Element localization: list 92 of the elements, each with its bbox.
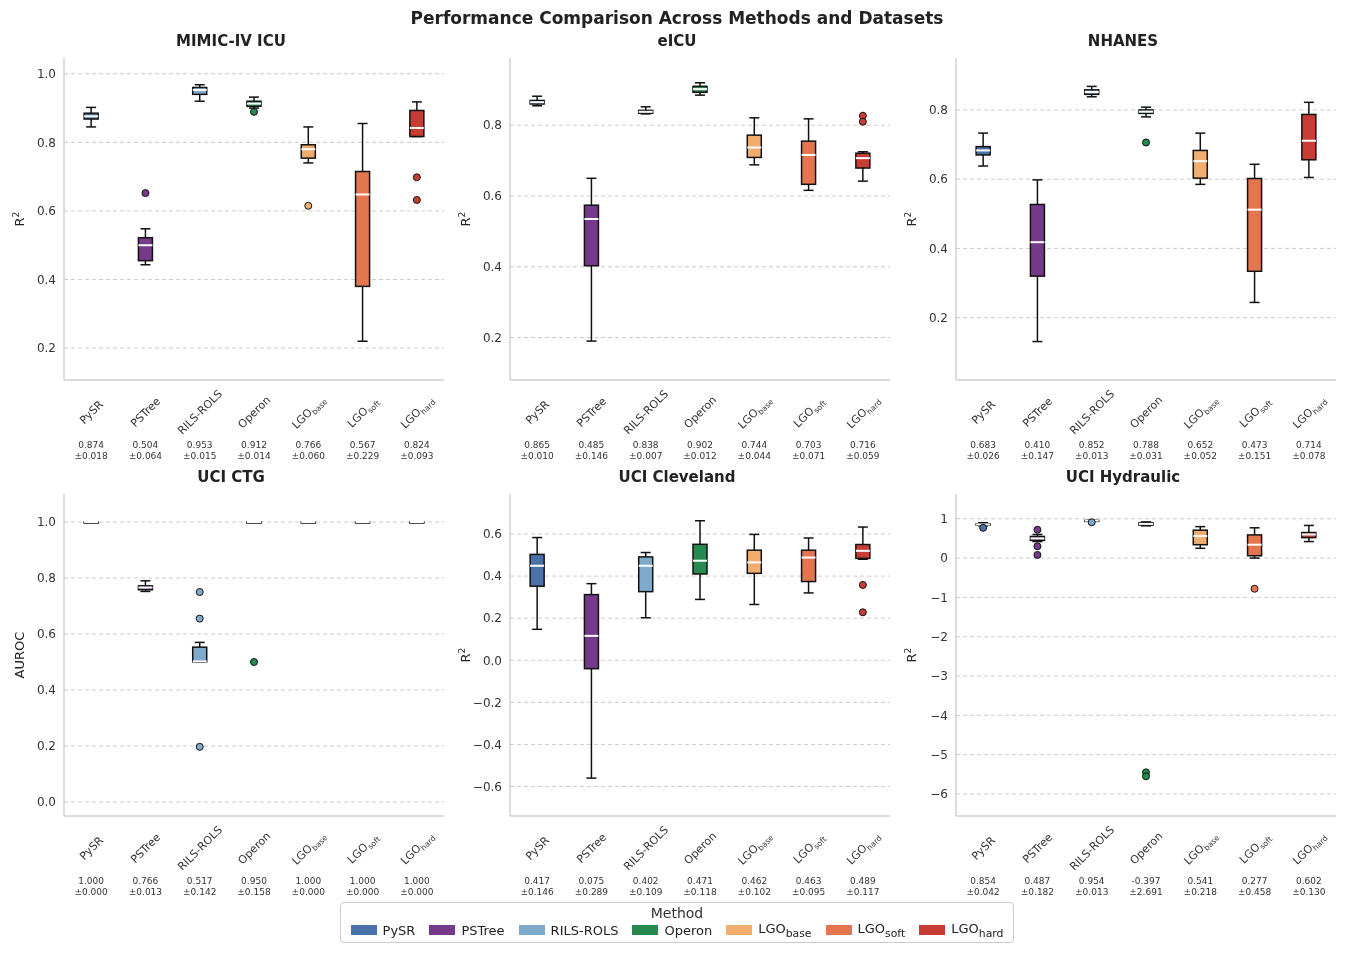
y-tick-label: 1.0 xyxy=(36,515,56,530)
legend-label: LGO$_{base}$ xyxy=(758,921,812,940)
y-tick-label: −2 xyxy=(930,629,948,644)
text: 0.489 ±0.117 xyxy=(846,876,880,897)
y-tick-label: −0.2 xyxy=(472,695,502,710)
legend-label: LGO$_{soft}$ xyxy=(857,921,906,940)
text: 0.744 ±0.044 xyxy=(737,440,771,461)
y-tick-label: 0.0 xyxy=(36,795,56,810)
text: 0.541 ±0.218 xyxy=(1183,876,1217,897)
text: 0.402 ±0.109 xyxy=(629,876,663,897)
y-tick-label: 0.2 xyxy=(482,330,502,345)
y-tick-label: 0.4 xyxy=(482,569,502,584)
y-tick-label: 0.6 xyxy=(482,527,502,542)
y-tick-label: 0.8 xyxy=(36,135,56,150)
text: 0.954 ±0.013 xyxy=(1075,876,1109,897)
text: 0.950 ±0.158 xyxy=(237,876,271,897)
text: 0.766 ±0.013 xyxy=(128,876,163,897)
y-tick-label: 0.8 xyxy=(36,571,56,586)
text: 0.852 ±0.013 xyxy=(1075,440,1109,461)
text: 0.462 ±0.102 xyxy=(737,876,771,897)
y-axis-title: AUROC xyxy=(12,631,27,679)
y-tick-label: 0.0 xyxy=(482,653,502,668)
text: 1.000 ±0.000 xyxy=(345,876,380,897)
text: 0.075 ±0.289 xyxy=(574,876,609,897)
text: 0.953 ±0.015 xyxy=(183,440,217,461)
legend-label: PSTree xyxy=(461,922,505,938)
chart-title: UCI Cleveland xyxy=(618,468,736,486)
text: 0.463 ±0.095 xyxy=(791,876,826,897)
y-tick-label: 0.2 xyxy=(36,739,56,754)
y-tick-label: −0.6 xyxy=(472,779,502,794)
legend-label: Operon xyxy=(664,922,713,938)
text: 0.838 ±0.007 xyxy=(629,440,663,461)
legend-label: PySR xyxy=(382,922,416,938)
y-tick-label: 0.8 xyxy=(482,118,502,133)
text: 0.824 ±0.093 xyxy=(400,440,434,461)
text: 0.473 ±0.151 xyxy=(1237,440,1272,461)
chart-title: MIMIC-IV ICU xyxy=(176,32,286,50)
text: 1.000 ±0.000 xyxy=(291,876,325,897)
y-tick-label: 0.6 xyxy=(36,627,56,642)
text: 0.683 ±0.026 xyxy=(966,440,1000,461)
text: 1.000 ±0.000 xyxy=(74,876,108,897)
y-tick-label: 0.4 xyxy=(928,241,948,256)
y-tick-label: −1 xyxy=(930,590,948,605)
y-tick-label: −4 xyxy=(930,708,948,723)
text: 0.766 ±0.060 xyxy=(291,440,325,461)
legend-label: RILS-ROLS xyxy=(550,922,619,938)
chart-title: UCI CTG xyxy=(197,468,265,486)
text: 0.912 ±0.014 xyxy=(237,440,271,461)
text: 0.874 ±0.018 xyxy=(74,440,108,461)
y-tick-label: 1 xyxy=(940,512,948,527)
text: 0.517 ±0.142 xyxy=(183,876,217,897)
text: 0.410 ±0.147 xyxy=(1020,440,1055,461)
y-tick-label: −0.4 xyxy=(472,737,502,752)
y-tick-label: −6 xyxy=(930,787,948,802)
text: 0.471 ±0.118 xyxy=(683,876,717,897)
y-tick-label: 0.6 xyxy=(928,172,948,187)
text: -0.397 ±2.691 xyxy=(1129,876,1163,897)
text: 0.485 ±0.146 xyxy=(574,440,609,461)
text: 0.602 ±0.130 xyxy=(1292,876,1326,897)
y-tick-label: 0.4 xyxy=(482,260,502,275)
y-tick-label: 0.6 xyxy=(482,189,502,204)
legend-title: Method xyxy=(650,905,704,921)
text: 0.417 ±0.146 xyxy=(520,876,554,897)
y-tick-label: 0 xyxy=(940,551,948,566)
text: 0.788 ±0.031 xyxy=(1129,440,1163,461)
y-tick-label: 1.0 xyxy=(36,67,56,82)
text: 0.716 ±0.059 xyxy=(846,440,880,461)
legend-label: LGO$_{hard}$ xyxy=(951,921,1004,940)
chart-title: NHANES xyxy=(1087,32,1159,50)
text: 0.652 ±0.052 xyxy=(1183,440,1217,461)
chart-title: UCI Hydraulic xyxy=(1065,468,1181,486)
y-tick-label: 0.2 xyxy=(928,310,948,325)
text: 0.902 ±0.012 xyxy=(683,440,717,461)
text: 0.854 ±0.042 xyxy=(966,876,1000,897)
y-tick-label: −5 xyxy=(930,747,948,762)
y-tick-label: 0.2 xyxy=(36,341,56,356)
chart-title: eICU xyxy=(657,32,697,50)
y-tick-label: 0.2 xyxy=(482,611,502,626)
text: 0.504 ±0.064 xyxy=(128,440,163,461)
text: 0.703 ±0.071 xyxy=(791,440,826,461)
y-tick-label: 0.8 xyxy=(928,103,948,118)
y-tick-label: −3 xyxy=(930,669,948,684)
text: 0.865 ±0.010 xyxy=(520,440,554,461)
text: 0.567 ±0.229 xyxy=(345,440,380,461)
y-tick-label: 0.4 xyxy=(36,272,56,287)
y-tick-label: 0.6 xyxy=(36,204,56,219)
y-tick-label: 0.4 xyxy=(36,683,56,698)
text: 0.487 ±0.182 xyxy=(1020,876,1055,897)
chart-subtitle: Performance Comparison Across Methods and Datasets xyxy=(410,8,944,28)
text: 0.714 ±0.078 xyxy=(1292,440,1326,461)
text: 1.000 ±0.000 xyxy=(400,876,434,897)
text: 0.277 ±0.458 xyxy=(1237,876,1272,897)
